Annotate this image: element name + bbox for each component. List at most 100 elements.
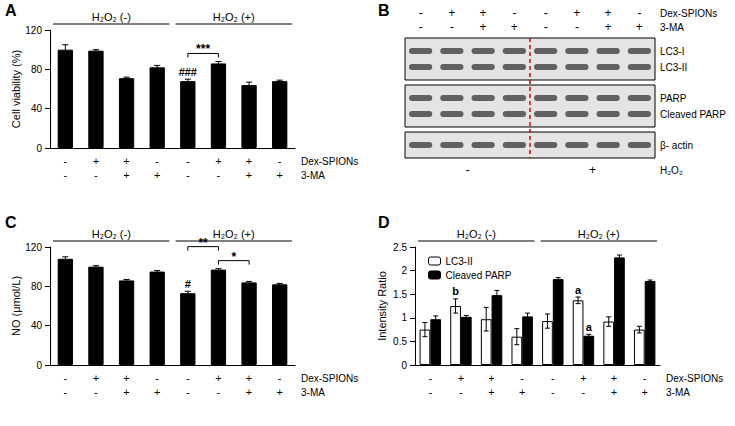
svg-text:+: + bbox=[246, 169, 252, 181]
svg-text:+: + bbox=[589, 163, 596, 177]
svg-text:-: - bbox=[512, 6, 516, 20]
svg-text:-: - bbox=[419, 20, 423, 34]
svg-text:+: + bbox=[480, 6, 487, 20]
svg-text:3-MA: 3-MA bbox=[301, 170, 325, 181]
svg-text:-: - bbox=[186, 169, 190, 181]
svg-text:-: - bbox=[94, 169, 98, 181]
svg-text:+: + bbox=[605, 20, 612, 34]
svg-text:+: + bbox=[605, 6, 612, 20]
svg-text:80: 80 bbox=[31, 64, 43, 75]
svg-text:-: - bbox=[637, 6, 641, 20]
svg-text:PARP: PARP bbox=[660, 93, 687, 104]
svg-text:Cell viability (%): Cell viability (%) bbox=[10, 50, 22, 128]
svg-text:-: - bbox=[217, 169, 221, 181]
svg-text:-: - bbox=[544, 20, 548, 34]
svg-text:-: - bbox=[643, 372, 647, 384]
svg-text:+: + bbox=[276, 386, 282, 398]
svg-text:-: - bbox=[63, 155, 67, 167]
svg-text:*: * bbox=[231, 250, 236, 264]
svg-text:-: - bbox=[186, 155, 190, 167]
svg-text:Cleaved PARP: Cleaved PARP bbox=[446, 270, 512, 281]
svg-text:H₂O₂ (-): H₂O₂ (-) bbox=[92, 11, 131, 23]
svg-text:+: + bbox=[458, 372, 464, 384]
svg-text:-: - bbox=[63, 169, 67, 181]
svg-text:β- actin: β- actin bbox=[660, 140, 693, 151]
svg-text:C: C bbox=[5, 214, 17, 231]
svg-text:0: 0 bbox=[36, 143, 42, 154]
svg-text:Dex-SPIONs: Dex-SPIONs bbox=[301, 373, 358, 384]
svg-text:3-MA: 3-MA bbox=[301, 387, 325, 398]
svg-text:+: + bbox=[519, 386, 525, 398]
svg-text:H₂O₂ (+): H₂O₂ (+) bbox=[213, 228, 255, 240]
svg-text:+: + bbox=[488, 386, 494, 398]
svg-text:+: + bbox=[573, 6, 580, 20]
svg-text:Dex-SPIONs: Dex-SPIONs bbox=[301, 156, 358, 167]
svg-text:1.5: 1.5 bbox=[393, 289, 407, 300]
svg-text:120: 120 bbox=[25, 25, 42, 36]
svg-text:40: 40 bbox=[31, 320, 43, 331]
svg-text:-: - bbox=[582, 386, 586, 398]
svg-text:120: 120 bbox=[25, 242, 42, 253]
svg-text:-: - bbox=[551, 372, 555, 384]
svg-text:3-MA: 3-MA bbox=[666, 387, 690, 398]
svg-text:+: + bbox=[611, 372, 617, 384]
svg-text:-: - bbox=[575, 20, 579, 34]
svg-text:2.5: 2.5 bbox=[393, 242, 407, 253]
svg-text:+: + bbox=[154, 386, 160, 398]
svg-text:-: - bbox=[428, 372, 432, 384]
svg-text:+: + bbox=[123, 372, 129, 384]
svg-text:0: 0 bbox=[36, 360, 42, 371]
svg-text:LC3-II: LC3-II bbox=[446, 256, 473, 267]
svg-text:H₂O₂ (-): H₂O₂ (-) bbox=[92, 228, 131, 240]
svg-text:+: + bbox=[123, 386, 129, 398]
svg-text:+: + bbox=[215, 372, 221, 384]
svg-text:-: - bbox=[155, 155, 159, 167]
svg-text:0.5: 0.5 bbox=[393, 336, 407, 347]
svg-text:80: 80 bbox=[31, 281, 43, 292]
svg-text:#: # bbox=[185, 278, 191, 290]
svg-text:-: - bbox=[551, 386, 555, 398]
svg-text:+: + bbox=[580, 372, 586, 384]
svg-text:-: - bbox=[450, 20, 454, 34]
svg-text:a: a bbox=[586, 321, 593, 333]
svg-text:40: 40 bbox=[31, 103, 43, 114]
svg-text:-: - bbox=[278, 155, 282, 167]
svg-text:-: - bbox=[459, 386, 463, 398]
svg-text:NO (μmol/L): NO (μmol/L) bbox=[10, 276, 22, 336]
svg-text:+: + bbox=[154, 169, 160, 181]
svg-text:H₂O₂ (+): H₂O₂ (+) bbox=[578, 228, 620, 240]
svg-text:D: D bbox=[378, 214, 390, 231]
svg-text:Cleaved PARP: Cleaved PARP bbox=[660, 109, 726, 120]
svg-text:LC3-I: LC3-I bbox=[660, 46, 684, 57]
svg-text:+: + bbox=[611, 386, 617, 398]
svg-text:b: b bbox=[452, 285, 459, 297]
svg-text:-: - bbox=[186, 372, 190, 384]
svg-text:+: + bbox=[448, 6, 455, 20]
svg-text:+: + bbox=[93, 372, 99, 384]
svg-text:+: + bbox=[246, 372, 252, 384]
svg-text:-: - bbox=[217, 386, 221, 398]
svg-text:-: - bbox=[63, 386, 67, 398]
svg-text:1: 1 bbox=[401, 312, 407, 323]
svg-text:-: - bbox=[155, 372, 159, 384]
svg-text:Dex-SPIONs: Dex-SPIONs bbox=[660, 8, 717, 19]
svg-text:-: - bbox=[419, 6, 423, 20]
svg-text:H₂O₂ (+): H₂O₂ (+) bbox=[213, 11, 255, 23]
svg-text:H₂O₂: H₂O₂ bbox=[660, 165, 683, 176]
svg-text:###: ### bbox=[179, 66, 197, 78]
svg-text:-: - bbox=[63, 372, 67, 384]
svg-text:+: + bbox=[641, 386, 647, 398]
svg-text:-: - bbox=[94, 386, 98, 398]
svg-text:+: + bbox=[123, 155, 129, 167]
svg-text:+: + bbox=[511, 20, 518, 34]
svg-text:-: - bbox=[466, 163, 470, 177]
svg-text:A: A bbox=[5, 2, 17, 19]
svg-text:B: B bbox=[378, 2, 390, 19]
svg-text:-: - bbox=[544, 6, 548, 20]
svg-text:+: + bbox=[488, 372, 494, 384]
svg-text:3-MA: 3-MA bbox=[660, 22, 684, 33]
svg-text:-: - bbox=[186, 386, 190, 398]
svg-text:-: - bbox=[278, 372, 282, 384]
svg-text:LC3-II: LC3-II bbox=[660, 62, 687, 73]
svg-text:**: ** bbox=[198, 236, 208, 250]
